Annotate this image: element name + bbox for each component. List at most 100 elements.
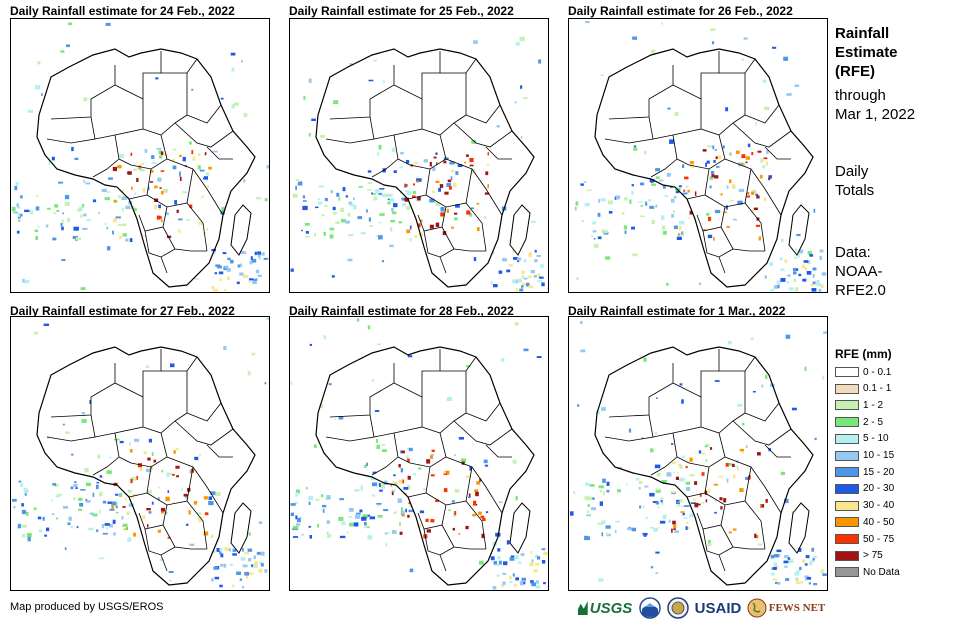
- rain-cell: [726, 185, 729, 189]
- legend-swatch: [835, 367, 859, 377]
- rain-cell: [796, 233, 801, 237]
- rain-cell: [653, 206, 656, 210]
- rain-cell: [737, 200, 743, 205]
- rain-cell: [580, 349, 586, 353]
- rain-cell: [76, 526, 79, 529]
- country-border: [672, 51, 720, 100]
- rain-cell: [409, 238, 412, 242]
- rain-cell: [660, 497, 664, 501]
- rain-cell: [146, 508, 151, 511]
- legend-item: 50 - 75: [835, 533, 894, 545]
- rain-cell: [95, 484, 99, 490]
- rain-cell: [726, 478, 729, 483]
- rain-cell: [229, 563, 234, 566]
- country-border: [162, 226, 207, 252]
- rain-cell: [617, 489, 621, 493]
- rain-cell: [715, 156, 718, 160]
- rain-cell: [513, 257, 518, 260]
- rain-cell: [407, 514, 410, 518]
- rain-cell: [169, 472, 173, 475]
- rain-cell: [384, 532, 388, 535]
- rain-cell: [673, 471, 676, 474]
- rain-cell: [681, 164, 685, 168]
- rain-cell: [242, 251, 247, 254]
- rain-cell: [218, 271, 224, 275]
- rain-cell: [391, 491, 394, 496]
- rain-cell: [35, 206, 40, 211]
- rain-cell: [302, 195, 306, 199]
- rain-cell: [484, 192, 489, 195]
- rain-cell: [547, 287, 548, 291]
- rain-cell: [676, 501, 680, 504]
- rain-cell: [720, 506, 723, 510]
- rain-cell: [633, 145, 637, 148]
- rain-cell: [591, 235, 594, 238]
- rain-cell: [335, 221, 340, 225]
- rain-cell: [348, 201, 353, 205]
- rain-cell: [154, 185, 158, 189]
- rain-cell: [261, 252, 265, 256]
- rain-cell: [147, 457, 151, 461]
- rain-cell: [702, 452, 706, 455]
- rain-cell: [222, 252, 227, 255]
- rain-cell: [661, 225, 666, 230]
- country-border: [764, 146, 791, 160]
- rain-cell: [96, 529, 99, 533]
- rain-cell: [231, 67, 235, 72]
- rain-cell: [189, 141, 192, 145]
- daily-totals-line2: Totals: [835, 182, 875, 199]
- rain-cell: [756, 535, 759, 539]
- rain-cell: [84, 468, 89, 473]
- rain-cell: [655, 551, 660, 554]
- rain-cell: [741, 162, 746, 167]
- rain-cell: [194, 278, 200, 280]
- rain-cell: [673, 225, 678, 230]
- rain-cell: [451, 500, 455, 503]
- rain-cell: [786, 281, 789, 284]
- rain-cell: [405, 508, 407, 513]
- rain-cell: [109, 524, 113, 528]
- rain-cell: [17, 206, 21, 209]
- country-border: [732, 420, 792, 446]
- rain-cell: [632, 36, 637, 40]
- rain-cell: [674, 112, 679, 116]
- rain-cell: [51, 513, 55, 516]
- rain-cell: [54, 483, 59, 487]
- rain-cell: [126, 511, 130, 515]
- rain-cell: [227, 257, 231, 261]
- rain-cell: [244, 571, 249, 576]
- rain-cell: [689, 474, 695, 477]
- madagascar-outline: [509, 502, 531, 554]
- rain-cell: [473, 257, 477, 262]
- rain-cell: [513, 584, 518, 587]
- rain-cell: [33, 331, 39, 335]
- rain-cell: [119, 440, 124, 444]
- country-border: [696, 504, 726, 530]
- rain-cell: [381, 193, 386, 198]
- rain-cell: [761, 384, 764, 388]
- rain-cell: [191, 150, 194, 155]
- rain-cell: [366, 526, 370, 529]
- rain-cell: [431, 190, 435, 193]
- country-border: [724, 456, 782, 514]
- rain-cell: [224, 265, 228, 269]
- madagascar-outline: [230, 502, 252, 554]
- rain-cell: [366, 209, 368, 213]
- rain-cell: [216, 548, 220, 552]
- rain-cell: [151, 155, 155, 159]
- rain-cell: [734, 465, 739, 468]
- rain-cell: [401, 197, 406, 201]
- rain-cell: [514, 555, 519, 559]
- rain-cell: [776, 284, 780, 289]
- rain-cell: [401, 507, 403, 511]
- rain-cell: [801, 264, 805, 269]
- rain-cell: [382, 449, 387, 452]
- rain-cell: [775, 565, 779, 569]
- rain-cell: [176, 475, 179, 478]
- rain-cell: [314, 232, 316, 237]
- rain-cell: [296, 489, 300, 494]
- rain-cell: [669, 139, 674, 144]
- rain-cell: [444, 191, 449, 195]
- legend-label: 1 - 2: [863, 399, 884, 411]
- rain-cell: [86, 500, 91, 503]
